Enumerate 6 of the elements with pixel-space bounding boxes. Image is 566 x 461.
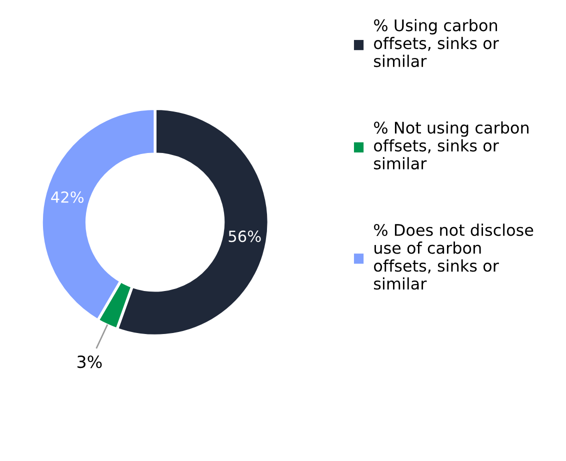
legend-label: % Not using carbon offsets, sinks or similar [374,121,528,170]
legend-label: % Does not disclose use of carbon offsets, sinks or similar [374,224,534,290]
data-label: 3% [77,356,102,368]
legend-label: % Using carbon offsets, sinks or similar [374,18,499,68]
data-label: 42% [51,191,84,203]
data-label: 56% [228,230,261,242]
